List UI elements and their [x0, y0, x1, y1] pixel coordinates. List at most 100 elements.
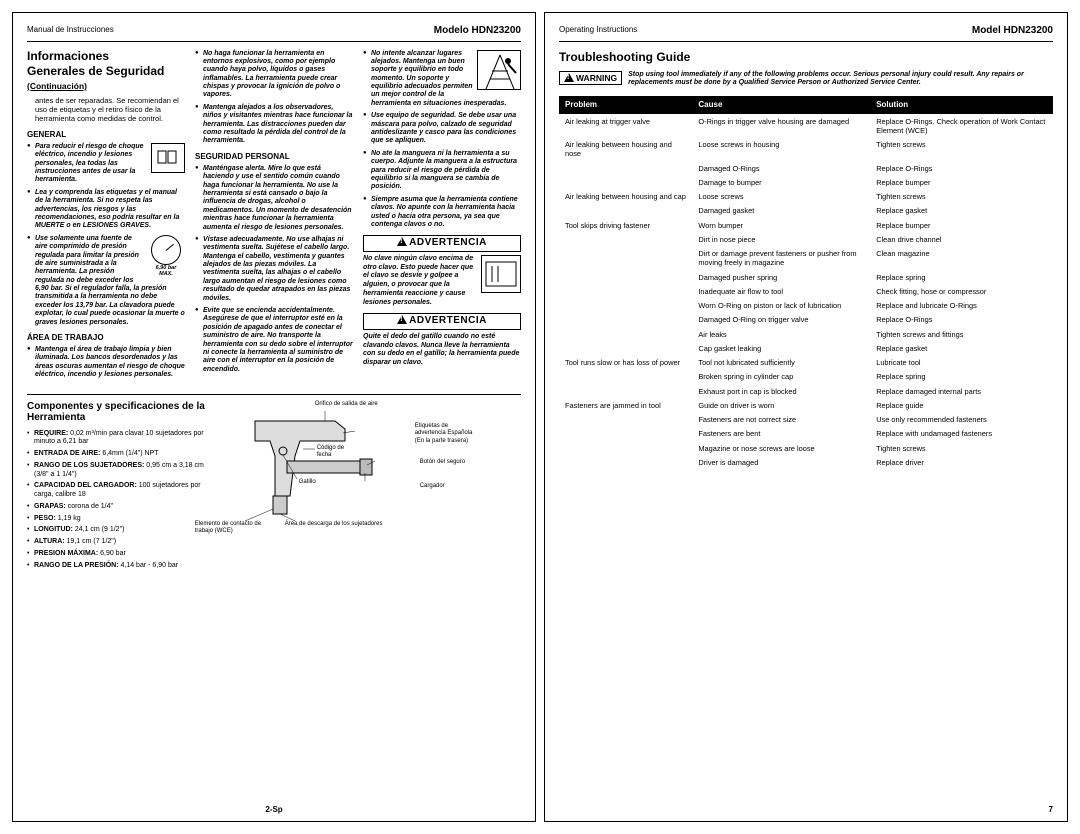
table-row: Magazine or nose screws are looseTighten… — [559, 441, 1053, 455]
header-left-text: Operating Instructions — [559, 25, 637, 38]
col2-item: Mantenga alejados a los observadores, ni… — [195, 104, 353, 146]
th-solution: Solution — [870, 96, 1053, 114]
spec-item: REQUIRE: 0,02 m³/min para clavar 10 suje… — [27, 430, 215, 448]
table-cell: Loose screws — [692, 190, 870, 204]
table-cell: Guide on driver is worn — [692, 398, 870, 412]
table-cell: Damaged O-Rings — [692, 161, 870, 175]
gauge-max: MAX. — [147, 271, 185, 278]
general-item: Para reducir el riesgo de choque eléctri… — [27, 143, 185, 185]
callout: Orifico de salida de aire — [315, 401, 378, 409]
manual-icon — [151, 143, 185, 173]
table-row: Air leaking between housing and capLoose… — [559, 190, 1053, 204]
callout: Botón del seguro — [420, 459, 465, 467]
spec-item: GRAPAS: corona de 1/4" — [27, 503, 215, 512]
seg-list: Manténgase alerta. Mire lo que está haci… — [195, 165, 353, 374]
table-row: Driver is damagedReplace driver — [559, 455, 1053, 469]
intro-para: antes de ser reparadas. Se recomiendan e… — [27, 96, 185, 124]
table-cell: Replace with undamaged fasteners — [870, 427, 1053, 441]
col2-item: No haga funcionar la herramienta en ento… — [195, 50, 353, 100]
table-cell — [559, 313, 692, 327]
table-cell: Replace O-Rings — [870, 313, 1053, 327]
th-problem: Problem — [559, 96, 692, 114]
warn-text: WARNING — [576, 73, 617, 83]
table-row: Fasteners are jammed in toolGuide on dri… — [559, 398, 1053, 412]
table-cell: Dirt or damage prevent fasteners or push… — [692, 247, 870, 271]
table-row: Damaged pusher springReplace spring — [559, 270, 1053, 284]
table-cell — [559, 327, 692, 341]
table-cell: Worn O-Ring on piston or lack of lubrica… — [692, 299, 870, 313]
table-cell: Tighten screws — [870, 190, 1053, 204]
table-cell: Clean drive channel — [870, 232, 1053, 246]
warning-label: WARNING — [559, 71, 622, 86]
warn-label: ADVERTENCIA — [409, 237, 487, 248]
table-row: Tool skips driving fastenerWorn bumperRe… — [559, 218, 1053, 232]
col-2: No haga funcionar la herramienta en ento… — [195, 50, 353, 384]
table-row: Fasteners are not correct sizeUse only r… — [559, 413, 1053, 427]
model-label: Modelo HDN23200 — [434, 25, 521, 38]
section-title-1: Informaciones — [27, 50, 185, 64]
table-cell — [559, 161, 692, 175]
general-item: 6,90 bar MAX. Use solamente una fuente d… — [27, 235, 185, 327]
table-cell: Damage to bumper — [692, 175, 870, 189]
warning-bar-2: ADVERTENCIA — [363, 313, 521, 330]
seg-item: Evite que se encienda accidentalmente. A… — [195, 307, 353, 374]
col-1: Informaciones Generales de Seguridad (Co… — [27, 50, 185, 384]
callout: Código de fecha — [317, 445, 357, 460]
table-cell: Loose screws in housing — [692, 138, 870, 162]
area-list: Mantenga el área de trabajo limpia y bie… — [27, 346, 185, 380]
table-cell — [559, 247, 692, 271]
table-cell: Air leaks — [692, 327, 870, 341]
table-cell — [559, 270, 692, 284]
callout: Elemento de contacto de trabajo (WCE) — [195, 521, 265, 536]
table-row: Air leaking between housing and noseLoos… — [559, 138, 1053, 162]
warning-row: WARNING Stop using tool immediately if a… — [559, 71, 1053, 89]
table-cell: Replace damaged internal parts — [870, 384, 1053, 398]
model-label: Model HDN23200 — [972, 25, 1053, 38]
warning-bar-1: ADVERTENCIA — [363, 235, 521, 252]
table-row: Damage to bumperReplace bumper — [559, 175, 1053, 189]
table-row: Tool runs slow or has loss of powerTool … — [559, 356, 1053, 370]
table-row: Air leaksTighten screws and fittings — [559, 327, 1053, 341]
left-header: Manual de Instrucciones Modelo HDN23200 — [27, 25, 521, 42]
area-heading: ÁREA DE TRABAJO — [27, 333, 185, 343]
table-cell: Tool skips driving fastener — [559, 218, 692, 232]
table-cell: Broken spring in cylinder cap — [692, 370, 870, 384]
seg-item: Vístase adecuadamente. No use alhajas ni… — [195, 236, 353, 303]
table-cell: Inadequate air flow to tool — [692, 284, 870, 298]
table-cell: Fasteners are not correct size — [692, 413, 870, 427]
left-page: Manual de Instrucciones Modelo HDN23200 … — [12, 12, 536, 822]
callout: Gatillo — [299, 479, 316, 487]
components-row: Componentes y specificaciones de la Herr… — [27, 394, 521, 574]
specs-col: Componentes y specificaciones de la Herr… — [27, 401, 215, 574]
item-text: Para reducir el riesgo de choque eléctri… — [35, 143, 144, 184]
spec-item: ALTURA: 19,1 cm (7 1/2") — [27, 538, 215, 547]
comp-title: Componentes y specificaciones de la Herr… — [27, 401, 215, 424]
col3-item: Siempre asuma que la herramienta contien… — [363, 196, 521, 230]
area-item: Mantenga el área de trabajo limpia y bie… — [27, 346, 185, 380]
spec-item: PRESION MÁXIMA: 6,90 bar — [27, 550, 215, 559]
table-row: Damaged gasketReplace gasket — [559, 204, 1053, 218]
callout: Cargador — [420, 483, 445, 491]
table-cell: Tool runs slow or has loss of power — [559, 356, 692, 370]
table-cell: Damaged O-Ring on trigger valve — [692, 313, 870, 327]
table-cell: O-Rings in trigger valve housing are dam… — [692, 114, 870, 138]
table-cell: Replace gasket — [870, 204, 1053, 218]
table-cell — [559, 427, 692, 441]
seg-heading: SEGURIDAD PERSONAL — [195, 152, 353, 162]
general-list: Para reducir el riesgo de choque eléctri… — [27, 143, 185, 327]
spec-item: RANGO DE LA PRESIÓN: 4,14 bar - 6,90 bar — [27, 562, 215, 571]
table-cell: Magazine or nose screws are loose — [692, 441, 870, 455]
callout: Etiquetas de advertencia Española (En la… — [415, 423, 475, 446]
warn1-body: No clave ningún clavo encima de otro cla… — [363, 255, 521, 308]
table-cell — [559, 299, 692, 313]
ladder-icon — [477, 50, 521, 90]
table-cell: Air leaking between housing and nose — [559, 138, 692, 162]
table-cell: Tighten screws — [870, 441, 1053, 455]
gauge-val: 6,90 bar — [147, 265, 185, 272]
page-number: 2-Sp — [265, 805, 282, 815]
warning-body: Stop using tool immediately if any of th… — [628, 71, 1053, 89]
table-cell — [559, 204, 692, 218]
table-cell — [559, 232, 692, 246]
section-title-2: Generales de Seguridad — [27, 65, 185, 79]
right-header: Operating Instructions Model HDN23200 — [559, 25, 1053, 42]
